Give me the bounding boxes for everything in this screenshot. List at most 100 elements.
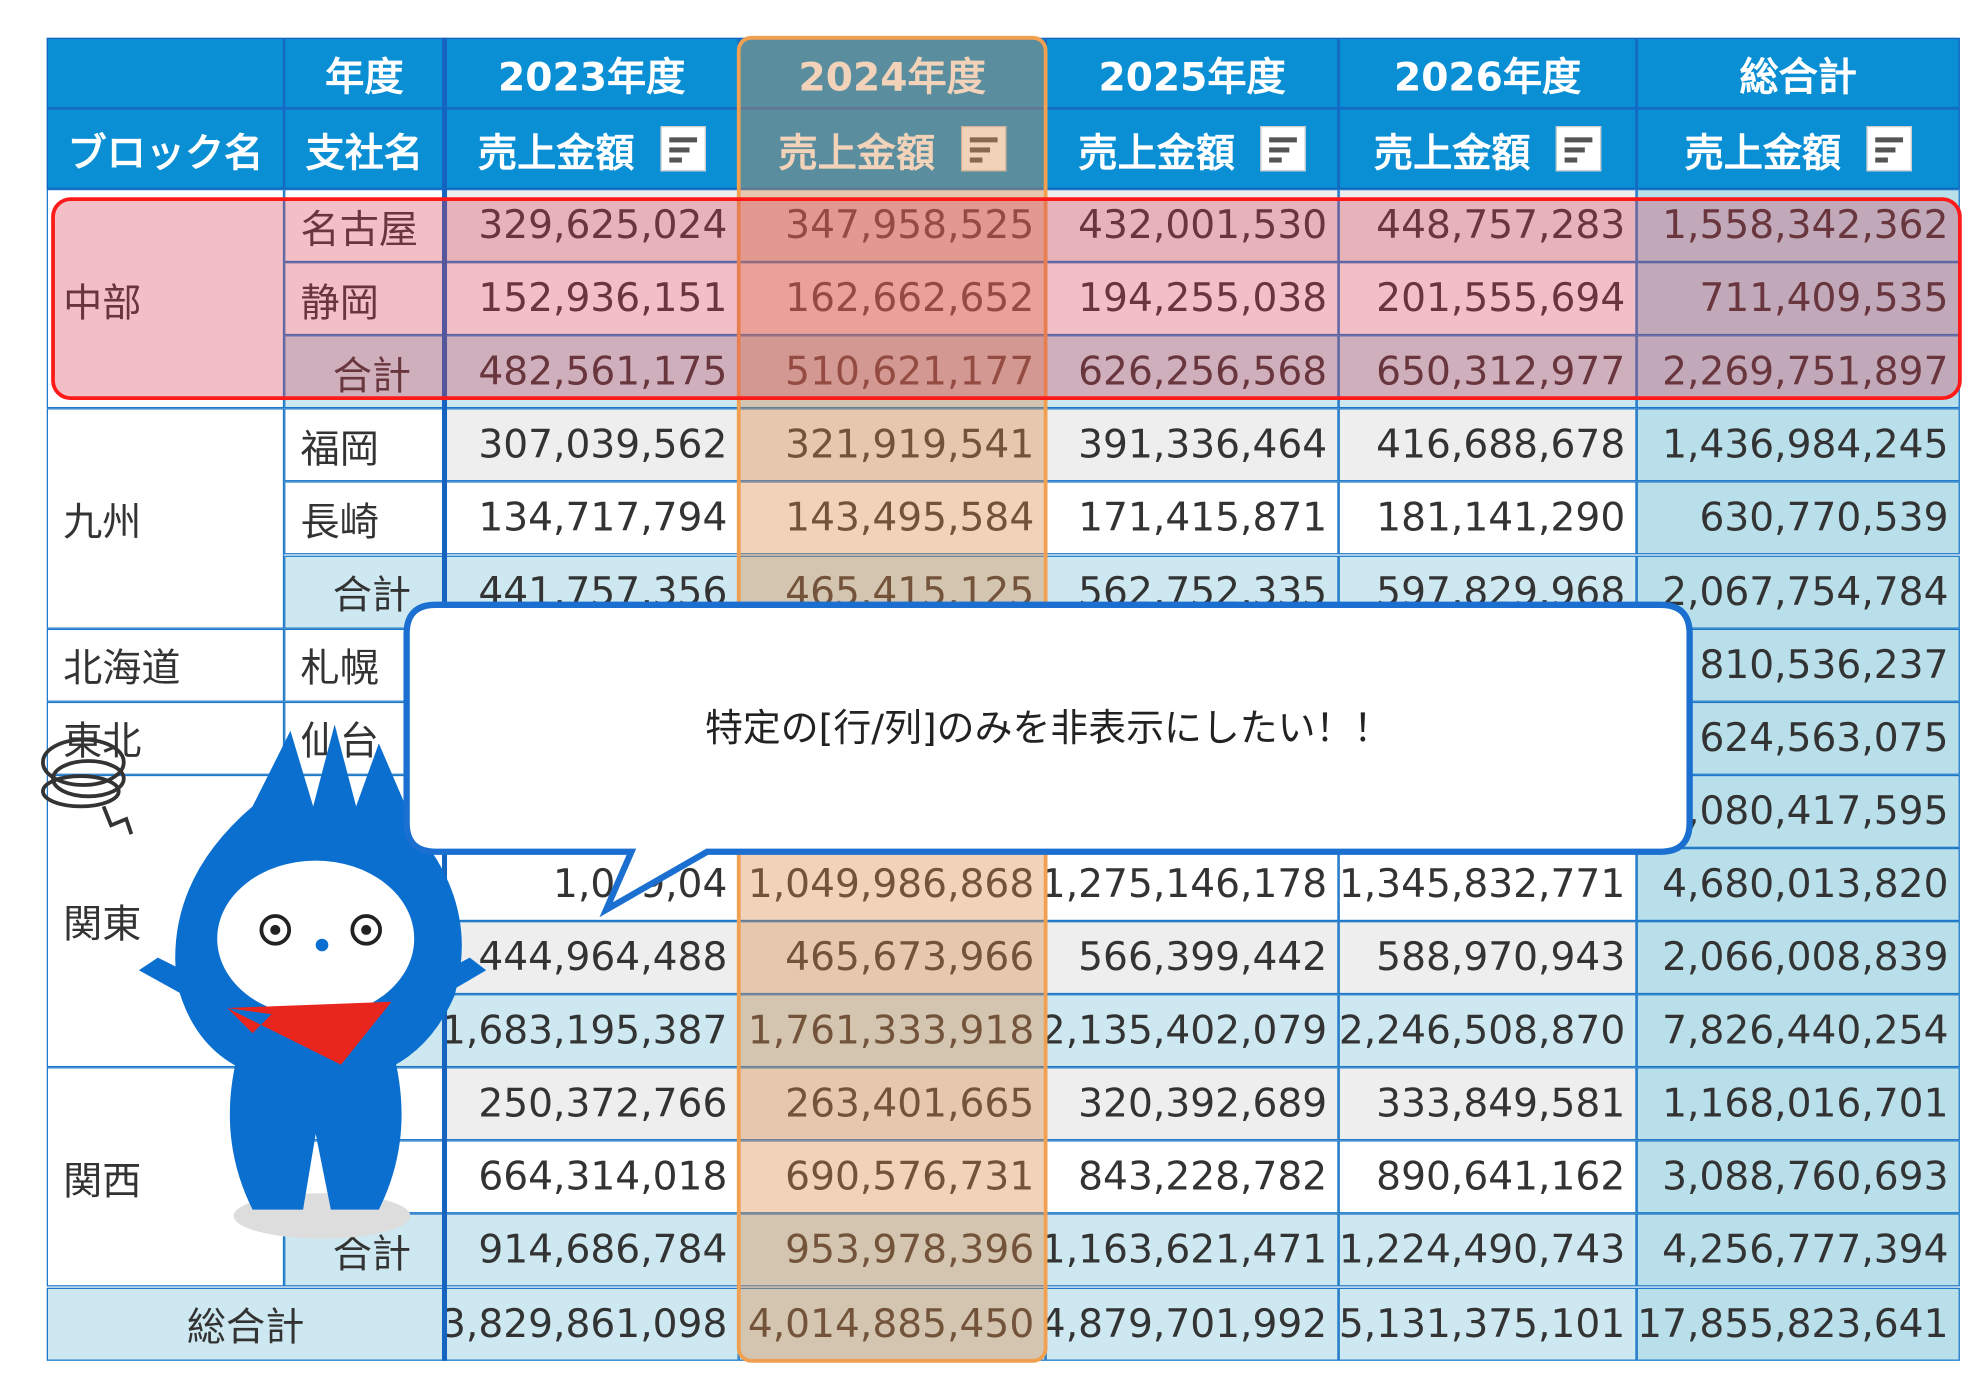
value-cell: 162,662,652 — [738, 262, 1046, 336]
header-cell: 2023年度 — [444, 37, 739, 109]
cell-text: 333,849,581 — [1376, 1081, 1626, 1127]
sort-header[interactable]: 売上金額 — [444, 108, 739, 189]
cell-text: 17,855,823,641 — [1637, 1301, 1949, 1347]
filter-icon[interactable] — [659, 126, 706, 172]
cell-text: 年度 — [325, 54, 404, 101]
cell-text: 福岡 — [300, 426, 379, 473]
cell-text: 売上金額 — [1373, 130, 1531, 176]
value-cell: 181,141,290 — [1338, 481, 1637, 556]
value-cell: 263,401,665 — [738, 1067, 1046, 1141]
sort-header[interactable]: 売上金額 — [1045, 108, 1339, 189]
cell-text: 売上金額 — [779, 120, 936, 177]
cell-text: 1,080,417,595 — [1662, 788, 1949, 834]
filter-icon[interactable] — [1866, 126, 1912, 172]
cell-text: 914,686,784 — [478, 1227, 728, 1274]
value-cell: 1,163,621,471 — [1045, 1213, 1339, 1288]
cell-text: 890,641,162 — [1376, 1154, 1626, 1200]
cell-text: 626,256,568 — [1078, 349, 1327, 394]
cell-text: 2,246,508,870 — [1338, 1008, 1626, 1054]
cell-text: 九州 — [63, 500, 142, 546]
value-cell: 1,436,984,245 — [1636, 408, 1960, 482]
value-cell: 7,826,440,254 — [1636, 994, 1960, 1068]
cell-text: 関西 — [63, 1158, 142, 1205]
cell-text: ブロック名 — [67, 130, 264, 176]
cell-text: 1,558,342,362 — [1662, 203, 1948, 248]
cell-text: 810,536,237 — [1699, 642, 1949, 688]
cell-text: 関東 — [63, 902, 142, 949]
value-cell: 1,168,016,701 — [1636, 1067, 1960, 1141]
cell-text: 2023年度 — [497, 54, 686, 101]
value-cell: 416,688,678 — [1338, 408, 1637, 482]
scribble — [41, 737, 134, 835]
cell-text: 843,228,782 — [1078, 1154, 1328, 1200]
cell-text: 合計 — [332, 573, 412, 619]
cell-text: 売上金額 — [477, 130, 635, 176]
cell-text: 347,958,525 — [785, 203, 1034, 248]
cell-text: 支社名 — [305, 130, 424, 176]
value-cell: 1,345,832,771 — [1338, 847, 1637, 922]
cell-text: 321,919,541 — [785, 423, 1034, 468]
cell-text: 432,001,530 — [1078, 203, 1327, 248]
value-cell: 2,067,754,784 — [1636, 555, 1960, 629]
sort-header[interactable]: 売上金額 — [738, 108, 1046, 189]
cell-text: 合計 — [332, 1232, 412, 1278]
grand-total-cell: 5,131,375,101 — [1338, 1287, 1637, 1361]
cell-text: 長崎 — [300, 500, 379, 546]
cell-text: 152,936,151 — [478, 276, 727, 321]
cell-text: 1,345,832,771 — [1338, 861, 1626, 908]
value-cell: 566,399,442 — [1045, 921, 1339, 995]
header-cell — [46, 37, 285, 109]
cell-text: 売上金額 — [1078, 130, 1236, 176]
cell-text: 1,436,984,245 — [1662, 422, 1949, 468]
cell-text: 3,088,760,693 — [1662, 1154, 1949, 1200]
cell-text: 171,415,871 — [1078, 495, 1328, 542]
branch-cell: 長崎 — [284, 481, 445, 556]
value-cell: 690,576,731 — [738, 1140, 1046, 1214]
branch-cell: 静岡 — [284, 262, 445, 336]
value-cell: 194,255,038 — [1045, 262, 1339, 336]
cell-text: 263,401,665 — [785, 1081, 1034, 1126]
block-cell: 北海道 — [46, 628, 285, 702]
cell-text: 静岡 — [301, 270, 379, 327]
grand-total-label: 総合計 — [46, 1287, 445, 1361]
value-cell: 250,372,766 — [444, 1067, 739, 1141]
value-cell: 2,246,508,870 — [1338, 994, 1637, 1068]
cell-text: 売上金額 — [1684, 130, 1842, 176]
filter-icon[interactable] — [1260, 126, 1306, 172]
cell-text: 総合計 — [1739, 54, 1857, 101]
cell-text: 2,269,751,897 — [1662, 349, 1948, 394]
cell-text: 4,879,701,992 — [1045, 1301, 1328, 1347]
cell-text: 総合計 — [186, 1305, 305, 1351]
cell-text: 合計 — [333, 344, 411, 401]
cell-text: 4,680,013,820 — [1662, 861, 1949, 908]
sort-header[interactable]: 売上金額 — [1338, 108, 1637, 189]
value-cell: 2,066,008,839 — [1636, 921, 1960, 995]
cell-text: 北海道 — [63, 646, 181, 692]
header-cell: 総合計 — [1636, 37, 1960, 109]
cell-text: 2,067,754,784 — [1662, 568, 1949, 615]
cell-text: 3,829,861,098 — [444, 1301, 728, 1347]
sort-header[interactable]: 売上金額 — [1636, 108, 1960, 189]
filter-icon[interactable] — [960, 126, 1006, 172]
cell-text: 7,826,440,254 — [1662, 1008, 1949, 1054]
cell-text: 2,135,402,079 — [1045, 1008, 1328, 1054]
block-cell: 中部 — [46, 189, 285, 409]
cell-text: 1,683,195,387 — [444, 1008, 728, 1054]
value-cell: 4,256,777,394 — [1636, 1213, 1960, 1288]
cell-text: 2024年度 — [799, 45, 986, 102]
cell-text: 624,563,075 — [1699, 715, 1949, 761]
grand-total-cell: 3,829,861,098 — [444, 1287, 739, 1361]
branch-cell: 合計 — [284, 555, 445, 629]
value-cell: 347,958,525 — [738, 189, 1046, 263]
cell-text: 143,495,584 — [785, 496, 1034, 541]
cell-text: 194,255,038 — [1078, 276, 1327, 321]
value-cell: 588,970,943 — [1338, 921, 1637, 995]
cell-text: 510,621,177 — [785, 349, 1034, 394]
value-cell: 448,757,283 — [1338, 189, 1637, 263]
grand-total-cell: 4,879,701,992 — [1045, 1287, 1339, 1361]
filter-icon[interactable] — [1555, 126, 1602, 172]
value-cell: 914,686,784 — [444, 1213, 739, 1288]
branch-cell: 名古屋 — [284, 189, 445, 263]
cell-text: 444,964,488 — [478, 934, 728, 981]
